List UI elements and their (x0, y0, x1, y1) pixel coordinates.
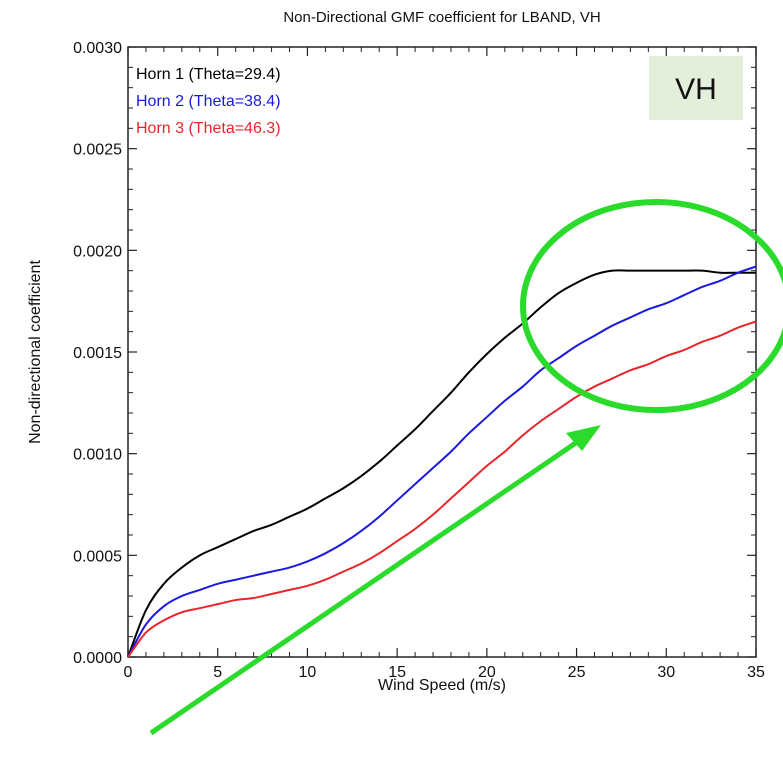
annotations (149, 199, 783, 736)
y-axis-label: Non-directional coefficient (27, 260, 44, 444)
legend: Horn 1 (Theta=29.4) Horn 2 (Theta=38.4) Ho… (136, 66, 281, 137)
x-tick-label: 35 (747, 664, 765, 681)
vh-badge: VH (649, 56, 743, 120)
x-axis: 0 5 10 15 20 25 30 35 (124, 47, 765, 681)
highlight-ellipse (520, 199, 783, 413)
series-line-horn-2 (127, 265, 757, 658)
legend-entry-horn-2: Horn 2 (Theta=38.4) (136, 93, 281, 110)
y-tick-label: 0.0025 (73, 142, 122, 159)
x-tick-label: 30 (657, 664, 675, 681)
series-line-horn-1 (127, 269, 756, 658)
x-tick-label: 10 (299, 664, 317, 681)
legend-entry-horn-1: Horn 1 (Theta=29.4) (136, 66, 281, 83)
x-tick-label: 20 (478, 664, 496, 681)
vh-badge-label: VH (675, 73, 717, 106)
y-tick-label: 0.0005 (73, 548, 122, 565)
x-axis-label: Wind Speed (m/s) (378, 677, 506, 694)
legend-entry-horn-3: Horn 3 (Theta=46.3) (136, 120, 281, 137)
series-lines (127, 265, 757, 658)
y-axis: 0.0000 0.0005 0.0010 0.0015 0.0020 0.0025 0.00… (73, 40, 756, 667)
y-tick-label: 0.0015 (73, 345, 122, 362)
plot-frame (127, 46, 757, 658)
series-line-horn-3 (127, 320, 757, 658)
y-tick-label: 0.0020 (73, 243, 122, 260)
x-tick-label: 25 (568, 664, 586, 681)
annotation-arrow-head (566, 425, 601, 451)
chart-title: Non-Directional GMF coefficient for LBAN… (283, 9, 600, 26)
x-tick-label: 5 (213, 664, 222, 681)
x-tick-label: 15 (388, 664, 406, 681)
annotation-arrow-shaft (149, 435, 585, 736)
y-tick-label: 0.0030 (73, 40, 122, 57)
y-tick-label: 0.0000 (73, 650, 122, 667)
y-tick-label: 0.0010 (73, 447, 122, 464)
vh-badge-background (649, 56, 743, 120)
x-tick-label: 0 (124, 664, 133, 681)
